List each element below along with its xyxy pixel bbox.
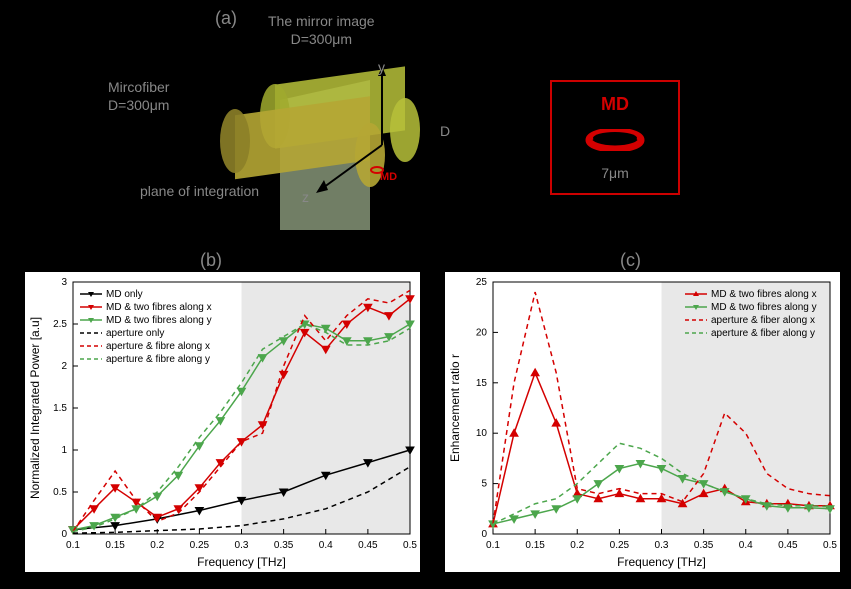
- svg-text:aperture & fibre along x: aperture & fibre along x: [106, 341, 210, 352]
- plot-b-svg: 0.1 0.15 0.2 0.25 0.3 0.35 0.4 0.45 0.5 0 0.5 1 1.5 2…: [25, 272, 420, 572]
- svg-text:0: 0: [61, 529, 67, 540]
- md-small-label: MD: [380, 170, 397, 184]
- ring-visual: [585, 129, 645, 151]
- d-axis-label: D: [440, 122, 450, 140]
- svg-text:20: 20: [476, 327, 488, 338]
- svg-text:0.25: 0.25: [190, 540, 210, 551]
- svg-text:3: 3: [61, 277, 67, 288]
- plot-c-svg: 0.1 0.15 0.2 0.25 0.3 0.35 0.4 0.45 0.5 0 5 10 15 20 2…: [445, 272, 840, 572]
- mirror-label: The mirror image D=300μm: [268, 12, 375, 48]
- ring-size-label: 7μm: [552, 165, 678, 181]
- svg-text:MD & two fibres along x: MD & two fibres along x: [711, 289, 817, 300]
- svg-text:aperture & fiber along y: aperture & fiber along y: [711, 328, 815, 339]
- svg-text:1: 1: [61, 445, 67, 456]
- svg-text:aperture & fiber along x: aperture & fiber along x: [711, 315, 815, 326]
- svg-text:0.5: 0.5: [403, 540, 417, 551]
- svg-text:25: 25: [476, 277, 488, 288]
- y-axis-label: y: [378, 58, 385, 76]
- svg-text:0.35: 0.35: [694, 540, 714, 551]
- svg-text:0.4: 0.4: [739, 540, 753, 551]
- svg-text:0.3: 0.3: [655, 540, 669, 551]
- svg-text:0.2: 0.2: [570, 540, 584, 551]
- plot-c: 0.1 0.15 0.2 0.25 0.3 0.35 0.4 0.45 0.5 0 5 10 15 20 2…: [445, 272, 840, 572]
- svg-text:10: 10: [476, 428, 488, 439]
- svg-text:0.2: 0.2: [150, 540, 164, 551]
- svg-text:MD & two fibres along y: MD & two fibres along y: [711, 302, 817, 313]
- svg-text:0.35: 0.35: [274, 540, 294, 551]
- svg-text:0.1: 0.1: [66, 540, 80, 551]
- svg-text:Frequency [THz]: Frequency [THz]: [617, 555, 706, 569]
- d-bracket: [425, 100, 440, 160]
- svg-text:0.25: 0.25: [610, 540, 630, 551]
- svg-text:5: 5: [481, 479, 487, 490]
- ring-md-label: MD: [552, 94, 678, 115]
- diagram-svg: [180, 30, 500, 240]
- plane-label: plane of integration: [140, 182, 259, 200]
- svg-text:0.45: 0.45: [778, 540, 798, 551]
- svg-text:Enhancement ratio r: Enhancement ratio r: [448, 354, 462, 462]
- svg-text:MD & two fibres along y: MD & two fibres along y: [106, 315, 212, 326]
- svg-text:1.5: 1.5: [53, 403, 67, 414]
- svg-text:0: 0: [481, 529, 487, 540]
- panel-c-label: (c): [620, 250, 641, 271]
- svg-text:Normalized Integrated Power [a: Normalized Integrated Power [a.u]: [28, 317, 42, 499]
- svg-text:0.15: 0.15: [525, 540, 545, 551]
- microfiber-label: Mircofiber D=300μm: [108, 78, 169, 114]
- svg-text:0.45: 0.45: [358, 540, 378, 551]
- svg-text:0.15: 0.15: [105, 540, 125, 551]
- svg-text:0.4: 0.4: [319, 540, 333, 551]
- diagram-section: y z D MD Mircofiber D=300μm The mirror i…: [0, 0, 851, 240]
- svg-text:0.3: 0.3: [235, 540, 249, 551]
- svg-text:0.1: 0.1: [486, 540, 500, 551]
- svg-text:2.5: 2.5: [53, 319, 67, 330]
- z-axis-label: z: [302, 188, 309, 206]
- svg-text:0.5: 0.5: [823, 540, 837, 551]
- panel-b-label: (b): [200, 250, 222, 271]
- plot-b: 0.1 0.15 0.2 0.25 0.3 0.35 0.4 0.45 0.5 0 0.5 1 1.5 2…: [25, 272, 420, 572]
- svg-text:aperture only: aperture only: [106, 328, 164, 339]
- svg-text:aperture & fibre along y: aperture & fibre along y: [106, 354, 210, 365]
- svg-text:15: 15: [476, 378, 488, 389]
- svg-text:2: 2: [61, 361, 67, 372]
- ring-box: MD 7μm: [550, 80, 680, 195]
- svg-text:MD only: MD only: [106, 289, 143, 300]
- svg-text:0.5: 0.5: [53, 487, 67, 498]
- svg-text:MD & two fibres along x: MD & two fibres along x: [106, 302, 212, 313]
- svg-text:Frequency [THz]: Frequency [THz]: [197, 555, 286, 569]
